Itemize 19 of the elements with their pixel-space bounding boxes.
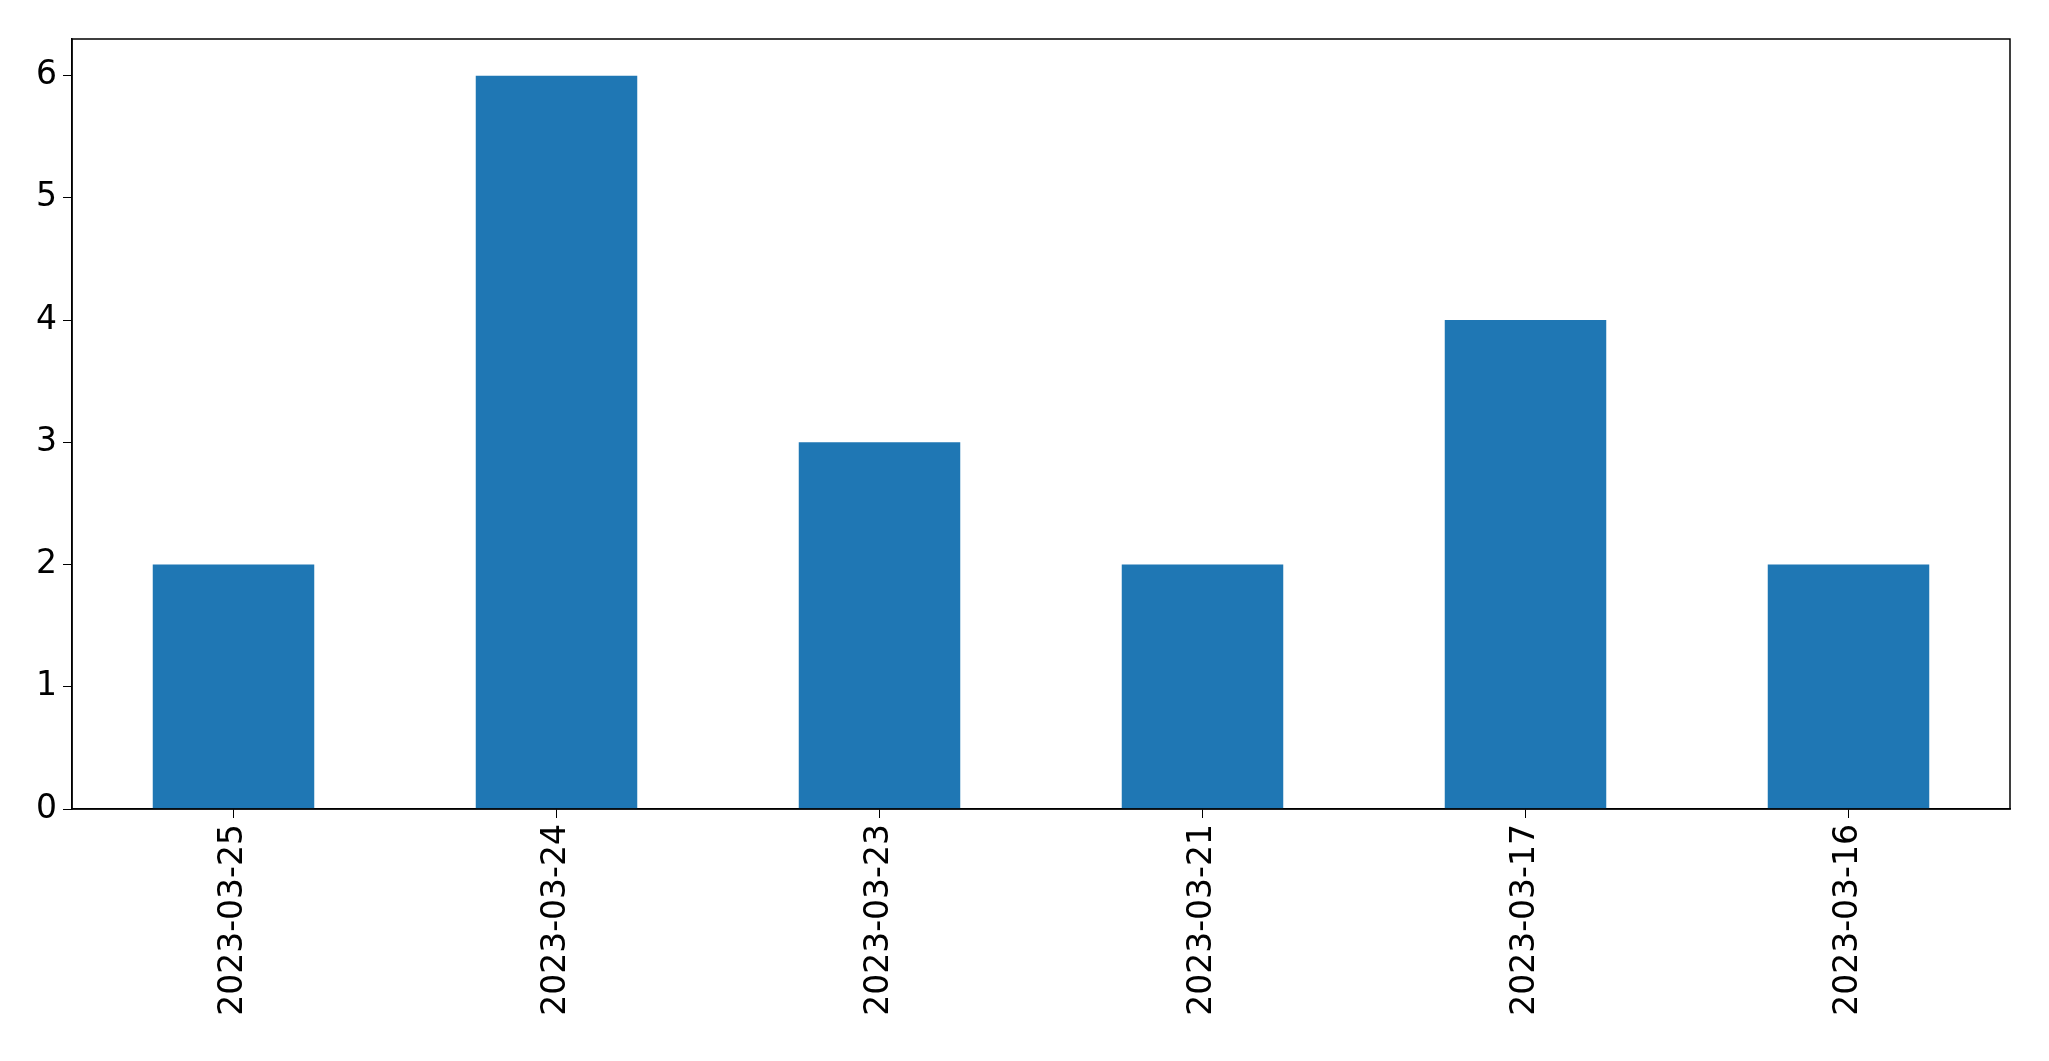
x-tick-label: 2023-03-23: [857, 824, 897, 1016]
x-tick-label: 2023-03-17: [1503, 824, 1543, 1016]
y-tick-label: 1: [36, 664, 57, 704]
bar: [798, 442, 961, 809]
bar: [1767, 564, 1930, 809]
y-tick-label: 6: [36, 53, 57, 93]
y-tick-label: 0: [36, 786, 57, 826]
x-tick-label: 2023-03-21: [1180, 824, 1220, 1016]
bar: [152, 564, 315, 809]
bar: [1121, 564, 1284, 809]
y-tick-label: 5: [36, 175, 57, 215]
x-tick-label: 2023-03-16: [1826, 824, 1866, 1016]
y-tick-label: 3: [36, 419, 57, 459]
x-tick-label: 2023-03-25: [211, 824, 251, 1016]
y-tick-label: 2: [36, 542, 57, 582]
y-tick-label: 4: [36, 297, 57, 337]
bar: [1444, 320, 1607, 809]
x-tick-label: 2023-03-24: [534, 824, 574, 1016]
bar: [475, 75, 638, 809]
